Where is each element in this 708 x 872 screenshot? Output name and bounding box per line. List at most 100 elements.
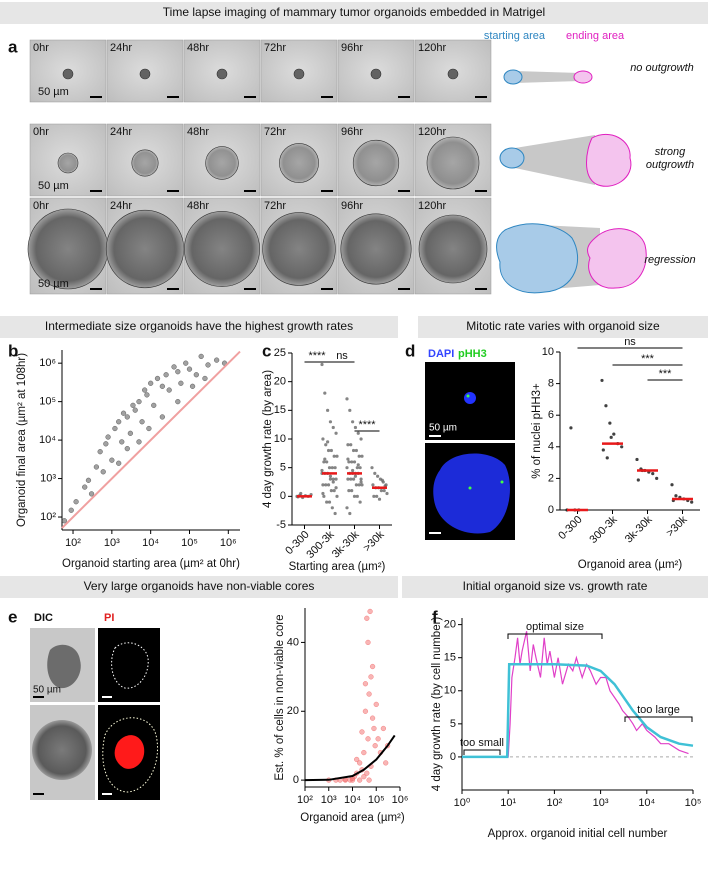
section-band (0, 316, 398, 338)
point (361, 749, 367, 756)
x-tick-label: 10⁵ (181, 537, 198, 549)
y-axis-title: Organoid final area (µm² at 108hr) (16, 353, 28, 527)
diagram-shade (515, 71, 580, 83)
panel-letter: b (8, 341, 18, 360)
point (357, 483, 361, 487)
point (334, 477, 338, 481)
point (376, 474, 380, 478)
point (345, 466, 349, 470)
point (358, 466, 362, 470)
series-line (462, 663, 694, 759)
x-tick-label: 10⁴ (344, 794, 361, 806)
organoid (262, 212, 336, 286)
timepoint-label: 96hr (341, 126, 363, 138)
point (326, 440, 330, 444)
y-axis-title: 4 day growth rate (by cell number) (431, 617, 443, 792)
section-band (418, 316, 708, 338)
organoid (32, 720, 92, 780)
point (124, 445, 130, 452)
point (326, 483, 331, 487)
point (130, 402, 136, 409)
significance-label: *** (641, 353, 655, 365)
y-tick-label: 4 (548, 441, 554, 453)
legend-start: starting area (484, 30, 546, 42)
outline (111, 642, 149, 689)
point (193, 372, 199, 378)
panel-letter: a (8, 37, 18, 56)
point (369, 663, 376, 670)
y-tick-label: 0 (450, 751, 456, 763)
point (299, 491, 303, 496)
point (328, 474, 333, 478)
point (183, 360, 189, 366)
point (333, 466, 337, 470)
point (372, 743, 378, 749)
y-tick-label: 40 (287, 636, 299, 648)
point (362, 708, 369, 714)
point (361, 774, 367, 780)
panel-letter: f (432, 607, 438, 626)
y-tick-label: 15 (444, 652, 456, 664)
nucleus-cluster (464, 392, 476, 404)
point (323, 391, 327, 395)
point (198, 353, 204, 360)
organoid (340, 213, 412, 285)
diagram-shade (515, 135, 595, 185)
timepoint-label: 48hr (187, 200, 209, 212)
diagram-end (573, 70, 593, 84)
panel-letter: c (262, 341, 271, 360)
point (357, 454, 361, 458)
x-tick-label: 10⁵ (685, 797, 702, 809)
point (178, 380, 184, 386)
organoid (205, 146, 239, 180)
timepoint-label: 72hr (264, 200, 286, 212)
point (331, 425, 335, 430)
point (362, 681, 369, 687)
point (146, 425, 152, 432)
point (120, 410, 127, 416)
point (352, 494, 357, 498)
point (127, 430, 134, 436)
point (601, 448, 605, 452)
point (359, 480, 363, 484)
point (335, 494, 339, 498)
point (333, 511, 337, 516)
phh3-spot (466, 394, 470, 398)
x-axis-title: Organoid area (µm²) (578, 559, 683, 571)
point (358, 500, 362, 504)
point (353, 474, 358, 478)
point (105, 434, 111, 440)
y-tick-label: 10⁶ (39, 357, 56, 369)
scale-bar-label: 50 µm (38, 278, 69, 290)
x-tick-label: 300-3k (304, 528, 337, 561)
x-tick-label: 10³ (321, 794, 337, 806)
organoid (352, 139, 400, 187)
point (355, 494, 359, 498)
fit-line (61, 350, 241, 529)
organoid (426, 136, 480, 190)
point (73, 499, 79, 505)
y-tick-label: 5 (450, 718, 456, 730)
x-tick-label: 10⁰ (454, 797, 471, 809)
x-tick-label: 10⁴ (142, 537, 159, 549)
point (356, 431, 360, 435)
timepoint-label: 72hr (264, 42, 286, 54)
timepoint-label: 0hr (33, 126, 49, 138)
point (320, 362, 324, 367)
point (356, 777, 363, 783)
section-title: Mitotic rate varies with organoid size (466, 319, 660, 333)
y-tick-label: 10 (542, 346, 554, 358)
point (604, 404, 608, 408)
nucleus-cluster (433, 453, 510, 534)
y-tick-label: 5 (280, 462, 286, 474)
point (377, 497, 382, 501)
point (329, 448, 333, 453)
point (351, 468, 355, 473)
point (139, 419, 145, 425)
point (370, 466, 374, 470)
point (321, 491, 325, 496)
legend-end: ending area (566, 30, 625, 42)
point (321, 483, 325, 487)
organoid (293, 68, 305, 80)
